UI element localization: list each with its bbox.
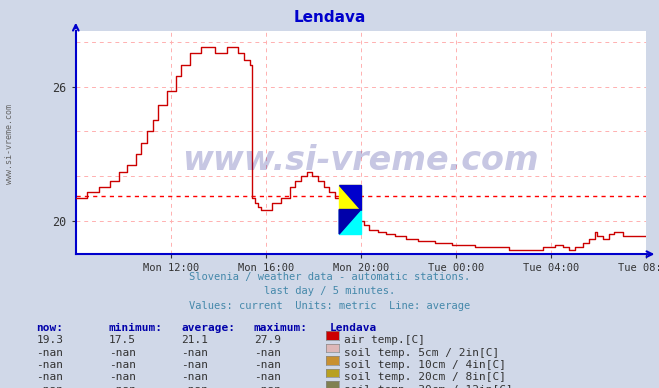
Text: last day / 5 minutes.: last day / 5 minutes.: [264, 286, 395, 296]
Bar: [339, 210, 361, 234]
Text: -nan: -nan: [109, 372, 136, 383]
Text: -nan: -nan: [181, 372, 208, 383]
Text: average:: average:: [181, 323, 235, 333]
Text: -nan: -nan: [109, 348, 136, 358]
Text: now:: now:: [36, 323, 63, 333]
Text: -nan: -nan: [36, 385, 63, 388]
Text: soil temp. 20cm / 8in[C]: soil temp. 20cm / 8in[C]: [344, 372, 506, 383]
Text: -nan: -nan: [36, 372, 63, 383]
Text: 21.1: 21.1: [181, 335, 208, 345]
Text: air temp.[C]: air temp.[C]: [344, 335, 425, 345]
Text: Slovenia / weather data - automatic stations.: Slovenia / weather data - automatic stat…: [189, 272, 470, 282]
Text: -nan: -nan: [254, 372, 281, 383]
Text: -nan: -nan: [181, 385, 208, 388]
Text: Values: current  Units: metric  Line: average: Values: current Units: metric Line: aver…: [189, 301, 470, 311]
Text: maximum:: maximum:: [254, 323, 308, 333]
Text: minimum:: minimum:: [109, 323, 163, 333]
Text: -nan: -nan: [254, 348, 281, 358]
Bar: [339, 185, 361, 210]
Text: -nan: -nan: [254, 385, 281, 388]
Text: -nan: -nan: [109, 385, 136, 388]
Polygon shape: [339, 185, 361, 210]
Text: -nan: -nan: [254, 360, 281, 370]
Text: -nan: -nan: [181, 348, 208, 358]
Text: 27.9: 27.9: [254, 335, 281, 345]
Text: soil temp. 10cm / 4in[C]: soil temp. 10cm / 4in[C]: [344, 360, 506, 370]
Text: Lendava: Lendava: [330, 323, 377, 333]
Text: soil temp. 30cm / 12in[C]: soil temp. 30cm / 12in[C]: [344, 385, 513, 388]
Polygon shape: [339, 210, 361, 234]
Text: -nan: -nan: [36, 360, 63, 370]
Text: www.si-vreme.com: www.si-vreme.com: [183, 144, 539, 177]
Text: -nan: -nan: [109, 360, 136, 370]
Text: 19.3: 19.3: [36, 335, 63, 345]
Text: soil temp. 5cm / 2in[C]: soil temp. 5cm / 2in[C]: [344, 348, 500, 358]
Text: -nan: -nan: [181, 360, 208, 370]
Text: -nan: -nan: [36, 348, 63, 358]
Text: www.si-vreme.com: www.si-vreme.com: [5, 104, 14, 184]
Text: 17.5: 17.5: [109, 335, 136, 345]
Text: Lendava: Lendava: [293, 10, 366, 25]
